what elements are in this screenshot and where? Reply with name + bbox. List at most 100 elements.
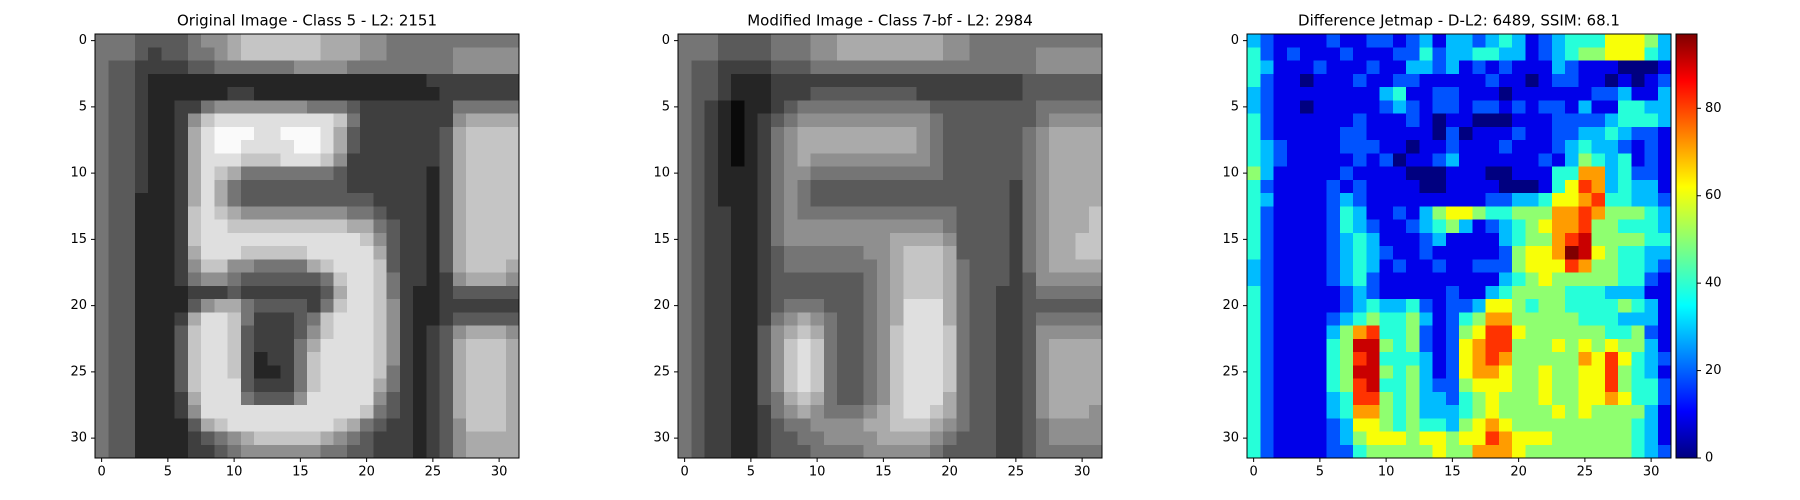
pixel xyxy=(1604,405,1619,419)
x-tick-label: 5 xyxy=(164,465,172,480)
pixel xyxy=(1657,312,1672,326)
pixel xyxy=(1644,444,1659,459)
pixel xyxy=(704,259,719,273)
pixel xyxy=(823,405,838,419)
pixel xyxy=(1406,391,1420,406)
pixel xyxy=(1565,444,1579,459)
pixel xyxy=(148,47,162,61)
pixel xyxy=(1392,272,1407,287)
pixel xyxy=(982,431,997,446)
pixel xyxy=(280,444,295,459)
pixel xyxy=(982,140,997,154)
pixel xyxy=(1286,47,1301,61)
pixel xyxy=(1088,352,1103,366)
pixel xyxy=(757,391,772,406)
pixel xyxy=(678,153,692,167)
pixel xyxy=(1591,352,1606,366)
pixel xyxy=(121,126,136,141)
pixel xyxy=(1604,140,1619,154)
pixel xyxy=(1538,87,1553,101)
pixel xyxy=(1339,285,1354,300)
pixel xyxy=(293,87,308,101)
pixel xyxy=(1419,285,1433,300)
pixel xyxy=(1406,166,1420,181)
pixel xyxy=(1392,73,1407,88)
pixel xyxy=(1631,444,1645,459)
pixel xyxy=(134,153,149,167)
pixel xyxy=(187,246,202,260)
pixel xyxy=(890,365,904,379)
pixel xyxy=(174,73,189,88)
pixel xyxy=(479,206,493,220)
pixel xyxy=(492,365,507,379)
pixel xyxy=(1326,272,1341,287)
pixel xyxy=(399,405,414,419)
pixel xyxy=(1525,405,1539,419)
pixel xyxy=(452,299,467,313)
pixel xyxy=(890,285,904,300)
pixel xyxy=(969,391,984,406)
pixel xyxy=(1631,285,1645,300)
pixel xyxy=(452,444,467,459)
pixel xyxy=(320,378,334,393)
pixel xyxy=(452,312,467,326)
pixel xyxy=(916,246,931,260)
pixel xyxy=(1022,153,1037,167)
pixel xyxy=(1538,206,1553,220)
pixel xyxy=(1432,391,1447,406)
pixel xyxy=(187,405,202,419)
pixel xyxy=(214,100,228,114)
pixel xyxy=(505,391,520,406)
pixel xyxy=(505,87,520,101)
pixel xyxy=(863,299,878,313)
pixel xyxy=(346,126,361,141)
pixel xyxy=(691,219,705,234)
pixel xyxy=(956,418,970,432)
pixel xyxy=(1498,391,1513,406)
pixel xyxy=(466,325,480,340)
pixel xyxy=(1062,405,1076,419)
pixel xyxy=(1075,246,1090,260)
pixel xyxy=(969,246,984,260)
pixel xyxy=(678,126,692,141)
pixel xyxy=(187,87,202,101)
pixel xyxy=(1406,352,1420,366)
pixel xyxy=(1379,272,1394,287)
pixel xyxy=(95,391,109,406)
pixel xyxy=(1472,34,1486,48)
pixel xyxy=(1525,299,1539,313)
pixel xyxy=(876,206,891,220)
pixel xyxy=(1512,193,1526,207)
pixel xyxy=(1445,219,1460,234)
pixel xyxy=(174,206,189,220)
pixel xyxy=(1512,444,1526,459)
pixel xyxy=(1088,113,1103,128)
pixel xyxy=(307,153,321,167)
pixel xyxy=(1049,113,1063,128)
pixel xyxy=(227,87,242,101)
pixel xyxy=(240,34,255,48)
pixel xyxy=(837,193,851,207)
pixel xyxy=(717,246,732,260)
pixel xyxy=(943,418,957,432)
pixel xyxy=(1578,73,1592,88)
pixel xyxy=(293,166,308,181)
pixel xyxy=(320,431,334,446)
pixel xyxy=(399,206,414,220)
pixel xyxy=(148,352,162,366)
pixel xyxy=(1445,352,1460,366)
pixel xyxy=(1631,246,1645,260)
pixel xyxy=(1273,391,1288,406)
pixel xyxy=(1459,206,1473,220)
pixel xyxy=(678,391,692,406)
pixel xyxy=(1379,246,1394,260)
pixel xyxy=(492,60,507,75)
pixel xyxy=(744,179,758,194)
pixel xyxy=(108,126,122,141)
pixel xyxy=(426,325,440,340)
pixel xyxy=(240,179,255,194)
pixel xyxy=(214,166,228,181)
pixel xyxy=(373,431,387,446)
pixel xyxy=(1618,232,1632,247)
pixel xyxy=(1538,60,1553,75)
